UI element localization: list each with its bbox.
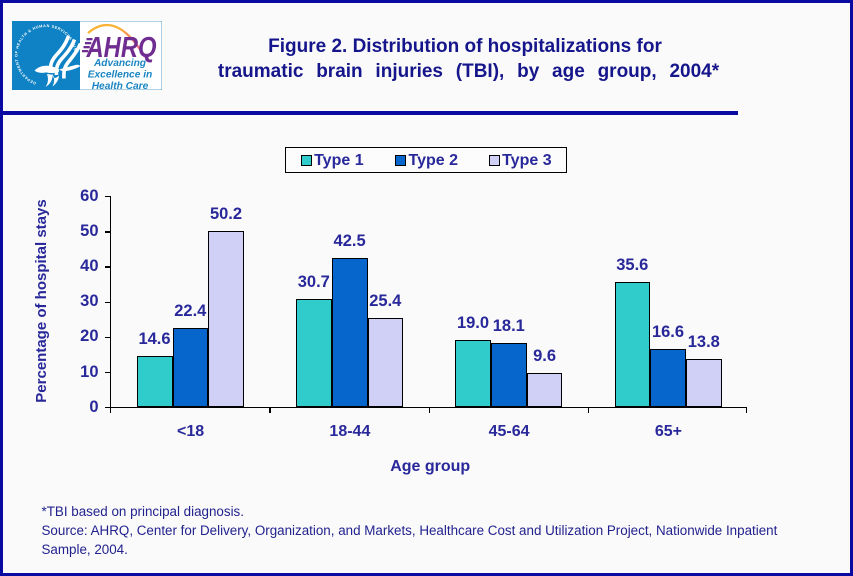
svg-text:Health Care: Health Care [92,81,149,90]
svg-text:Excellence in: Excellence in [88,70,153,81]
svg-text:AHRQ: AHRQ [86,32,157,64]
svg-text:Advancing: Advancing [93,58,147,69]
